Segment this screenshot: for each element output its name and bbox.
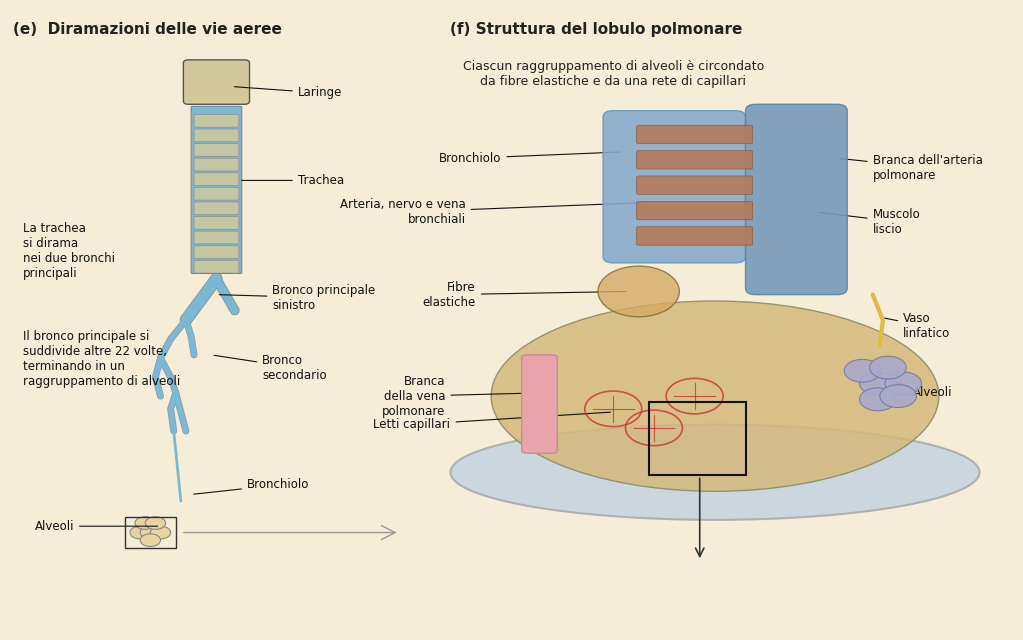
FancyBboxPatch shape [604, 111, 746, 263]
Text: Bronco principale
sinistro: Bronco principale sinistro [219, 284, 375, 312]
Circle shape [859, 388, 896, 411]
FancyBboxPatch shape [636, 227, 753, 245]
FancyBboxPatch shape [183, 60, 250, 104]
FancyBboxPatch shape [194, 143, 238, 156]
Bar [125, 516, 176, 548]
FancyBboxPatch shape [636, 176, 753, 195]
FancyBboxPatch shape [194, 173, 238, 186]
FancyBboxPatch shape [194, 158, 238, 171]
FancyBboxPatch shape [194, 129, 238, 141]
FancyBboxPatch shape [194, 216, 238, 229]
Text: Ciascun raggruppamento di alveoli è circondato
da fibre elastiche e da una rete : Ciascun raggruppamento di alveoli è circ… [462, 60, 764, 88]
FancyBboxPatch shape [194, 260, 238, 273]
Text: Branca dell'arteria
polmonare: Branca dell'arteria polmonare [840, 154, 982, 182]
FancyBboxPatch shape [194, 231, 238, 244]
Circle shape [880, 385, 917, 408]
Circle shape [130, 526, 150, 539]
Circle shape [844, 359, 881, 382]
Circle shape [885, 372, 922, 395]
Ellipse shape [491, 301, 939, 492]
Text: Fibre
elastiche: Fibre elastiche [422, 280, 626, 308]
Text: Laringe: Laringe [234, 86, 343, 99]
Ellipse shape [450, 425, 980, 520]
FancyBboxPatch shape [636, 125, 753, 143]
FancyBboxPatch shape [636, 150, 753, 169]
Text: Muscolo
liscio: Muscolo liscio [819, 207, 921, 236]
Text: (f) Struttura del lobulo polmonare: (f) Struttura del lobulo polmonare [450, 22, 743, 37]
Circle shape [598, 266, 679, 317]
FancyBboxPatch shape [194, 246, 238, 259]
Text: Alveoli: Alveoli [891, 381, 952, 399]
Text: Il bronco principale si
suddivide altre 22 volte,
terminando in un
raggruppament: Il bronco principale si suddivide altre … [24, 330, 180, 387]
Text: Vaso
linfatico: Vaso linfatico [881, 312, 950, 340]
FancyBboxPatch shape [194, 115, 238, 127]
Circle shape [140, 534, 161, 547]
Text: Bronchiolo: Bronchiolo [193, 479, 309, 494]
FancyBboxPatch shape [191, 106, 241, 274]
Circle shape [135, 516, 155, 529]
Circle shape [870, 356, 906, 379]
Text: Alveoli: Alveoli [35, 520, 158, 532]
Text: Trachea: Trachea [241, 174, 344, 187]
FancyBboxPatch shape [194, 202, 238, 214]
Circle shape [145, 516, 166, 529]
Text: Bronchiolo: Bronchiolo [439, 152, 621, 164]
Bar [649, 403, 746, 476]
Text: Bronco
secondario: Bronco secondario [214, 353, 327, 381]
Text: Arteria, nervo e vena
bronchiali: Arteria, nervo e vena bronchiali [340, 198, 641, 226]
Circle shape [150, 526, 171, 539]
FancyBboxPatch shape [636, 202, 753, 220]
Text: Branca
della vena
polmonare: Branca della vena polmonare [382, 374, 534, 418]
FancyBboxPatch shape [194, 188, 238, 200]
Text: Letti capillari: Letti capillari [373, 412, 611, 431]
FancyBboxPatch shape [522, 355, 558, 453]
Circle shape [859, 372, 896, 395]
Text: (e)  Diramazioni delle vie aeree: (e) Diramazioni delle vie aeree [13, 22, 281, 37]
FancyBboxPatch shape [746, 104, 847, 294]
Text: La trachea
si dirama
nei due bronchi
principali: La trachea si dirama nei due bronchi pri… [24, 221, 116, 280]
Circle shape [140, 526, 161, 539]
